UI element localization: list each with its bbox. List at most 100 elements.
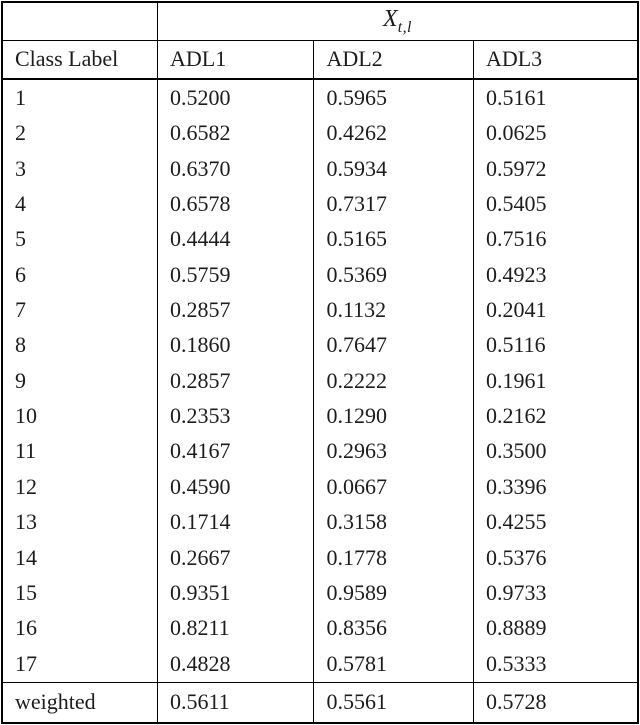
table-row: 11 0.4167 0.2963 0.3500 — [2, 433, 638, 470]
class-label-cell: 1 — [2, 79, 158, 116]
table-row: 7 0.2857 0.1132 0.2041 — [2, 292, 638, 328]
math-subscript: t,l — [397, 18, 412, 36]
column-header-row: Class Label ADL1 ADL2 ADL3 — [2, 40, 638, 80]
table-row: 14 0.2667 0.1778 0.5376 — [2, 539, 638, 576]
empty-corner-cell — [2, 2, 158, 41]
table-header: Xt,l Class Label ADL1 ADL2 ADL3 — [2, 2, 638, 80]
value-cell: 0.2963 — [313, 433, 474, 470]
value-cell: 0.2353 — [157, 398, 315, 434]
class-label-cell: 8 — [2, 327, 158, 364]
table-row: 1 0.5200 0.5965 0.5161 — [2, 79, 638, 116]
value-cell: 0.5781 — [313, 645, 474, 682]
value-cell: 0.4262 — [313, 115, 474, 152]
table-row: 9 0.2857 0.2222 0.1961 — [2, 363, 638, 399]
math-header-row: Xt,l — [2, 2, 638, 41]
weighted-adl2-cell: 0.5561 — [313, 681, 474, 723]
value-cell: 0.2041 — [485, 297, 547, 323]
value-cell: 0.2162 — [485, 403, 547, 429]
table-row: 15 0.9351 0.9589 0.9733 — [2, 575, 638, 611]
table-row: 8 0.1860 0.7647 0.5116 — [2, 327, 638, 364]
table-row: 10 0.2353 0.1290 0.2162 — [2, 398, 638, 434]
table-row: 4 0.6578 0.7317 0.5405 — [2, 186, 638, 222]
class-label-cell: 10 — [2, 398, 158, 434]
table-row: 17 0.4828 0.5781 0.5333 — [2, 645, 638, 682]
table-row: 5 0.4444 0.5165 0.7516 — [2, 221, 638, 258]
table-row: 6 0.5759 0.5369 0.4923 — [2, 257, 638, 293]
value-cell: 0.9733 — [485, 579, 547, 605]
value-cell: 0.1132 — [313, 292, 474, 328]
class-label-cell: 4 — [2, 186, 158, 222]
value-cell: 0.2667 — [157, 539, 315, 576]
class-label-cell: 16 — [2, 610, 158, 646]
col-header-adl2: ADL2 — [313, 40, 474, 80]
value-cell: 0.0667 — [313, 469, 474, 505]
value-cell: 0.2857 — [157, 363, 315, 399]
value-cell: 0.8211 — [157, 610, 315, 646]
value-cell: 0.4590 — [157, 469, 315, 505]
table-row: 3 0.6370 0.5934 0.5972 — [2, 151, 638, 187]
value-cell: 0.7647 — [313, 327, 474, 364]
class-label-cell: 15 — [2, 575, 158, 611]
value-cell: 0.5405 — [485, 191, 547, 217]
class-label-cell: 17 — [2, 645, 158, 682]
value-cell: 0.1860 — [157, 327, 315, 364]
value-cell: 0.5200 — [157, 79, 315, 116]
table-footer: weighted 0.5611 0.5561 0.5728 — [2, 681, 638, 723]
class-label-cell: 6 — [2, 257, 158, 293]
value-cell: 0.9351 — [157, 575, 315, 611]
value-cell: 0.6582 — [157, 115, 315, 152]
value-cell: 0.1290 — [313, 398, 474, 434]
weighted-row: weighted 0.5611 0.5561 0.5728 — [2, 681, 638, 723]
table-body: 1 0.5200 0.5965 0.5161 2 0.6582 0.4262 0.0625 3 0… — [2, 79, 638, 682]
value-cell: 0.8889 — [485, 615, 547, 641]
value-cell: 0.2222 — [313, 363, 474, 399]
value-cell: 0.1961 — [485, 367, 547, 393]
value-cell: 0.0625 — [485, 120, 547, 146]
value-cell: 0.5934 — [313, 151, 474, 187]
class-label-cell: 2 — [2, 115, 158, 152]
value-cell: 0.4828 — [157, 645, 315, 682]
class-label-cell: 13 — [2, 504, 158, 540]
value-cell: 0.8356 — [313, 610, 474, 646]
table-row: 13 0.1714 0.3158 0.4255 — [2, 504, 638, 540]
value-cell: 0.1714 — [157, 504, 315, 540]
math-variable: X — [383, 5, 398, 32]
col-header-class-label: Class Label — [2, 40, 158, 80]
weighted-adl1-cell: 0.5611 — [157, 681, 315, 723]
class-label-cell: 11 — [2, 433, 158, 470]
value-cell: 0.4444 — [157, 221, 315, 258]
class-label-cell: 3 — [2, 151, 158, 187]
weighted-adl3-cell: 0.5728 — [473, 681, 638, 723]
value-cell: 0.5333 — [485, 650, 547, 676]
value-cell: 0.5116 — [485, 332, 546, 358]
class-label-cell: 9 — [2, 363, 158, 399]
value-cell: 0.4923 — [485, 261, 547, 287]
class-label-cell: 14 — [2, 539, 158, 576]
value-cell: 0.7317 — [313, 186, 474, 222]
value-cell: 0.6578 — [157, 186, 315, 222]
col-header-adl3: ADL3 — [473, 40, 638, 80]
weighted-label-cell: weighted — [2, 681, 158, 723]
table-row: 16 0.8211 0.8356 0.8889 — [2, 610, 638, 646]
value-cell: 0.6370 — [157, 151, 315, 187]
value-cell: 0.2857 — [157, 292, 315, 328]
value-cell: 0.5972 — [485, 155, 547, 181]
value-cell: 0.5369 — [313, 257, 474, 293]
col-header-adl1: ADL1 — [157, 40, 315, 80]
value-cell: 0.3396 — [485, 473, 547, 499]
value-cell: 0.4255 — [485, 509, 547, 535]
value-cell: 0.3158 — [313, 504, 474, 540]
value-cell: 0.5165 — [313, 221, 474, 258]
value-cell: 0.9589 — [313, 575, 474, 611]
value-cell: 0.5161 — [485, 84, 547, 110]
class-label-cell: 5 — [2, 221, 158, 258]
table-row: 2 0.6582 0.4262 0.0625 — [2, 115, 638, 152]
value-cell: 0.3500 — [485, 438, 547, 464]
value-cell: 0.1778 — [313, 539, 474, 576]
class-label-cell: 7 — [2, 292, 158, 328]
value-cell: 0.5965 — [313, 79, 474, 116]
math-header-cell: Xt,l — [157, 2, 638, 41]
table-row: 12 0.4590 0.0667 0.3396 — [2, 469, 638, 505]
